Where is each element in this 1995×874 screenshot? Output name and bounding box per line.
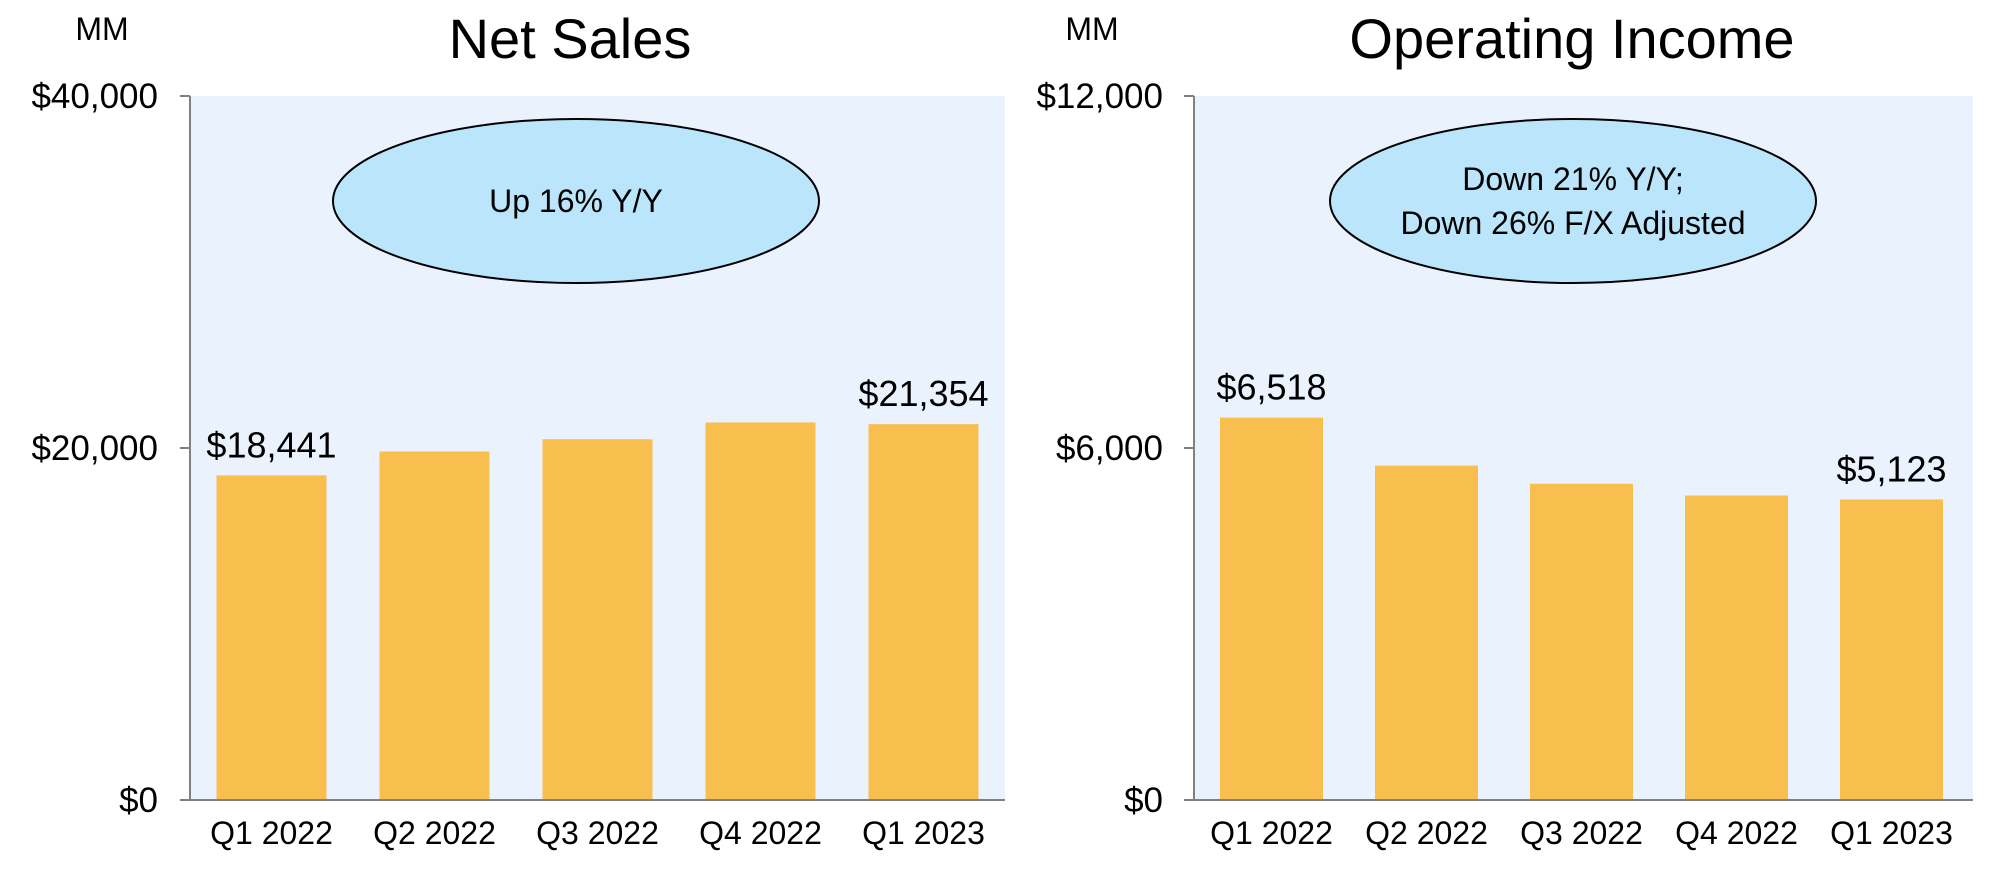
- category-label: Q4 2022: [1675, 815, 1798, 851]
- bar-q2-2022: [1375, 465, 1478, 800]
- bar-q2-2022: [379, 451, 490, 800]
- data-label: $21,354: [858, 373, 988, 414]
- y-tick-label: $0: [119, 781, 158, 820]
- callout-bubble: [1329, 118, 1817, 284]
- bar-q1-2023: [868, 424, 979, 800]
- callout-bubble: [332, 118, 820, 284]
- bar-q3-2022: [1530, 483, 1633, 800]
- y-tick-label: $20,000: [31, 429, 158, 468]
- unit-label: MM: [1065, 11, 1118, 47]
- unit-label: MM: [75, 11, 128, 47]
- category-label: Q1 2023: [1830, 815, 1953, 851]
- callout-text: Down 26% F/X Adjusted: [1400, 205, 1745, 241]
- bar-q3-2022: [542, 439, 653, 800]
- category-label: Q4 2022: [699, 815, 822, 851]
- category-label: Q1 2022: [210, 815, 333, 851]
- category-label: Q1 2022: [1210, 815, 1333, 851]
- chart-title: Operating Income: [1349, 7, 1794, 70]
- chart-panel-0: Net Sales MM Q1 2022 Q2 2022 Q3 2022 Q4 2022 Q…: [31, 7, 1005, 851]
- y-tick-label: $12,000: [1036, 77, 1163, 116]
- category-label: Q3 2022: [1520, 815, 1643, 851]
- bar-q4-2022: [1685, 495, 1788, 800]
- y-tick-label: $40,000: [31, 77, 158, 116]
- chart-panel-1: Operating Income MM Q1 2022 Q2 2022 Q3 2022 Q…: [1036, 7, 1973, 851]
- y-tick-label: $0: [1124, 781, 1163, 820]
- data-label: $18,441: [206, 424, 336, 465]
- category-label: Q2 2022: [1365, 815, 1488, 851]
- data-label: $5,123: [1836, 448, 1946, 489]
- category-label: Q2 2022: [373, 815, 496, 851]
- bar-q1-2023: [1840, 499, 1943, 800]
- y-tick-label: $6,000: [1056, 429, 1163, 468]
- callout-text: Down 21% Y/Y;: [1462, 161, 1683, 197]
- bar-q1-2022: [216, 475, 327, 800]
- category-label: Q3 2022: [536, 815, 659, 851]
- bar-q1-2022: [1220, 417, 1323, 800]
- category-label: Q1 2023: [862, 815, 985, 851]
- chart-title: Net Sales: [449, 7, 692, 70]
- bar-q4-2022: [705, 422, 816, 800]
- callout-text: Up 16% Y/Y: [489, 183, 663, 219]
- data-label: $6,518: [1216, 367, 1326, 408]
